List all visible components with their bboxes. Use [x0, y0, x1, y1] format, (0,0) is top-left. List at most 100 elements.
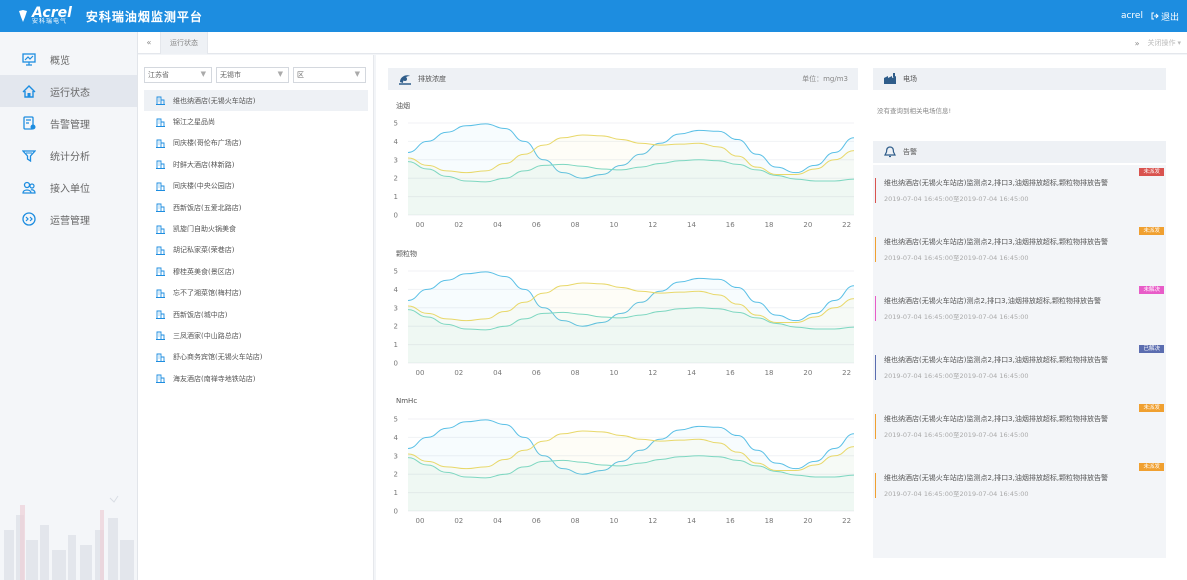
series-area [408, 455, 854, 511]
alarm-time: 2019-07-04 16:45:00至2019-07-04 16:45:00 [884, 254, 1029, 262]
series-line [407, 271, 855, 327]
station-item[interactable]: 胡记私家菜(荣巷店) [144, 240, 368, 261]
sidebar-item-label: 概览 [50, 55, 70, 67]
x-tick-label: 20 [803, 517, 812, 525]
sidebar-item-alarm[interactable]: 告警管理 [0, 107, 137, 139]
x-tick-label: 18 [765, 221, 774, 229]
y-tick-label: 2 [394, 323, 398, 331]
x-tick-label: 06 [532, 517, 541, 525]
electric-title: 电场 [903, 75, 917, 83]
station-item[interactable]: 西新饭店(城中店) [144, 304, 368, 325]
alarm-item[interactable]: 未解决 维也纳酒店(无锡火车站店)测点2,排口3,油烟排放超标,颗粒物排放告警 20… [873, 286, 1166, 342]
tab-scroll-left-button[interactable]: « [146, 38, 152, 47]
x-tick-label: 14 [687, 369, 696, 377]
series-area [408, 271, 854, 363]
alarm-status-badge: 未解决 [1139, 286, 1164, 294]
station-item[interactable]: 海友酒店(南禅寺地铁站店) [144, 368, 368, 389]
sidebar: 概览 运行状态 告警管理 统计分析 接入单位 运营管理 [0, 32, 138, 580]
city-select-value: 无锡市 [220, 71, 241, 79]
station-name: 海友酒店(南禅寺地铁站店) [173, 374, 256, 383]
electric-header: 电场 [873, 68, 1166, 90]
x-tick-label: 22 [842, 369, 851, 377]
alarm-time: 2019-07-04 16:45:00至2019-07-04 16:45:00 [884, 195, 1029, 203]
tab-running-status[interactable]: 运行状态 [160, 31, 208, 54]
tab-bar: « 运行状态 » 关闭操作 ▾ [138, 31, 1187, 54]
station-item[interactable]: 维也纳酒店(无锡火车站店) [144, 90, 368, 112]
x-tick-label: 22 [842, 221, 851, 229]
station-name: 同庆楼(中央公园店) [173, 182, 235, 191]
district-select[interactable]: 区 ▼ [293, 67, 366, 83]
sidebar-item-stats[interactable]: 统计分析 [0, 139, 137, 171]
province-select[interactable]: 江苏省 ▼ [144, 67, 212, 83]
sidebar-item-operations[interactable]: 运营管理 [0, 203, 137, 235]
bell-icon [884, 146, 896, 158]
sidebar-item-overview[interactable]: 概览 [0, 43, 137, 75]
station-item[interactable]: 穆桂英美食(景区店) [144, 261, 368, 282]
station-item[interactable]: 凯旋门自助火锅美食 [144, 218, 368, 239]
sidebar-item-units[interactable]: 接入单位 [0, 171, 137, 203]
alarm-message: 维也纳酒店(无锡火车站店)监测点2,排口3,油烟排放超标,颗粒物排放告警 [884, 474, 1109, 482]
series-area [408, 307, 854, 363]
series-line [407, 134, 855, 176]
series-line [407, 123, 855, 179]
logo-subtext: 安科瑞电气 [32, 18, 68, 25]
service-icon [22, 212, 36, 226]
station-name: 维也纳酒店(无锡火车站店) [173, 96, 256, 105]
station-item[interactable]: 忘不了湘菜馆(梅村店) [144, 283, 368, 304]
station-name: 同庆楼(哥伦布广场店) [173, 139, 242, 148]
alarm-message: 维也纳酒店(无锡火车站店)监测点2,排口3,油烟排放超标,颗粒物排放告警 [884, 415, 1109, 423]
alarm-item[interactable]: 未派发 维也纳酒店(无锡火车站店)监测点2,排口3,油烟排放超标,颗粒物排放告警 2… [873, 463, 1166, 519]
monitor-icon [22, 52, 36, 66]
alarm-item[interactable]: 未派发 维也纳酒店(无锡火车站店)监测点2,排口3,油烟排放超标,颗粒物排放告警 2… [873, 227, 1166, 283]
x-tick-label: 18 [765, 369, 774, 377]
y-tick-label: 2 [394, 175, 398, 183]
station-item[interactable]: 同庆楼(哥伦布广场店) [144, 133, 368, 154]
logo-text: Acrel [32, 5, 72, 21]
series-area [408, 159, 854, 215]
close-operations-label: 关闭操作 [1147, 39, 1176, 47]
alarm-item[interactable]: 未派发 维也纳酒店(无锡火车站店)监测点2,排口3,油烟排放超标,颗粒物排放告警 2… [873, 168, 1166, 224]
sidebar-item-label: 统计分析 [50, 151, 90, 163]
x-tick-label: 02 [454, 369, 463, 377]
station-item[interactable]: 三凤酒家(中山路总店) [144, 325, 368, 346]
x-tick-label: 16 [726, 517, 735, 525]
x-tick-label: 08 [571, 517, 580, 525]
city-select[interactable]: 无锡市 ▼ [216, 67, 289, 83]
station-item[interactable]: 时鲜大酒店(林新路) [144, 154, 368, 175]
brand-logo[interactable]: Acrel 安科瑞电气 [18, 5, 72, 25]
alarm-status-badge: 未派发 [1139, 227, 1164, 235]
station-item[interactable]: 同庆楼(中央公园店) [144, 176, 368, 197]
alarm-item[interactable]: 已解决 维也纳酒店(无锡火车站店)监测点2,排口3,油烟排放超标,颗粒物排放告警 2… [873, 345, 1166, 401]
building-icon [156, 289, 165, 298]
alarm-item[interactable]: 未派发 维也纳酒店(无锡火车站店)监测点2,排口3,油烟排放超标,颗粒物排放告警 2… [873, 404, 1166, 460]
x-tick-label: 18 [765, 517, 774, 525]
station-item[interactable]: 锦江之星品尚 [144, 111, 368, 132]
province-select-value: 江苏省 [148, 71, 169, 79]
tab-scroll-right-button[interactable]: » [1134, 38, 1140, 48]
y-tick-label: 1 [394, 489, 398, 497]
series-area [408, 123, 854, 215]
sidebar-item-status[interactable]: 运行状态 [0, 75, 137, 107]
x-tick-label: 14 [687, 221, 696, 229]
chevron-down-icon: ▼ [277, 70, 283, 78]
district-select-value: 区 [297, 71, 304, 79]
station-item[interactable]: 西新饭店(五爱北路店) [144, 197, 368, 218]
series-line [407, 430, 855, 472]
chart-title-particulate: 颗粒物 [396, 250, 417, 258]
y-tick-label: 3 [394, 304, 398, 312]
right-panel: 电场 没有查询到相关电场信息! 告警 未派发 维也纳酒店(无锡火车站店)监测点2,… [866, 55, 1187, 580]
logout-button[interactable]: 退出 [1151, 10, 1179, 23]
x-tick-label: 04 [493, 221, 502, 229]
x-tick-label: 08 [571, 369, 580, 377]
y-tick-label: 0 [394, 212, 398, 220]
series-area [408, 134, 854, 215]
username[interactable]: acrel [1120, 11, 1143, 21]
station-item[interactable]: 舒心商务宾馆(无锡火车站店) [144, 347, 368, 368]
concentration-panel: 排放浓度 单位：mg/m3 油烟 0 1 2 3 4 5 00 02 04 06 08 10 12 14 1… [376, 55, 866, 580]
concentration-header: 排放浓度 单位：mg/m3 [388, 68, 858, 90]
x-tick-label: 12 [648, 369, 657, 377]
close-operations-dropdown[interactable]: 关闭操作 ▾ [1147, 38, 1181, 48]
x-tick-label: 08 [571, 221, 580, 229]
station-name: 舒心商务宾馆(无锡火车站店) [173, 353, 263, 362]
y-tick-label: 4 [394, 138, 399, 146]
